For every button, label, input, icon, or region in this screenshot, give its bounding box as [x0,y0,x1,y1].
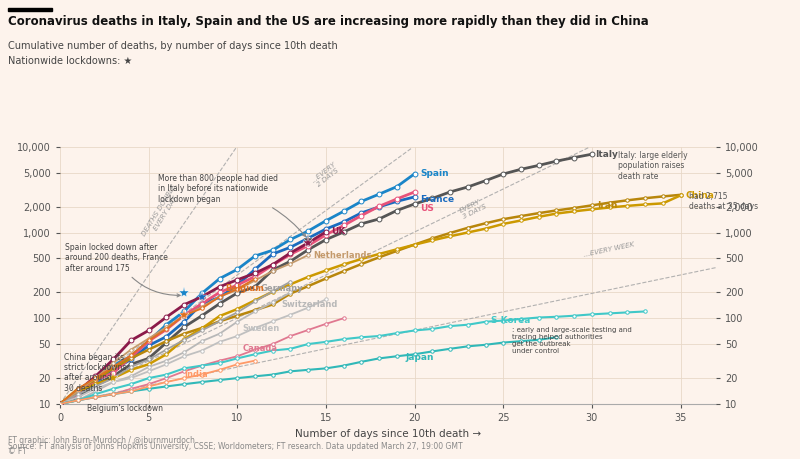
Text: Nationwide lockdowns: ★: Nationwide lockdowns: ★ [8,56,132,66]
Text: FT graphic: John Burn-Murdoch / @jburnmurdoch: FT graphic: John Burn-Murdoch / @jburnmu… [8,436,195,445]
Text: France: France [420,195,454,204]
Text: EVERY
3 DAYS: EVERY 3 DAYS [459,197,488,220]
X-axis label: Number of days since 10th death →: Number of days since 10th death → [295,429,481,438]
Text: S Korea: S Korea [491,316,530,325]
Text: More than 800 people had died
in Italy before its nationwide
lockdown began: More than 800 people had died in Italy b… [158,174,306,236]
Text: China: China [686,191,714,200]
Text: Sweden: Sweden [242,325,280,333]
Text: Italy: large elderly
population raises
death rate: Italy: large elderly population raises d… [618,151,688,180]
Text: Italy: Italy [595,150,618,159]
Text: ...EVERY
2 DAYS: ...EVERY 2 DAYS [310,161,342,189]
Text: had 2,715
deaths at 35 days: had 2,715 deaths at 35 days [690,192,758,211]
Text: Belgium's lockdown: Belgium's lockdown [86,404,162,413]
Text: Coronavirus deaths in Italy, Spain and the US are increasing more rapidly than t: Coronavirus deaths in Italy, Spain and t… [8,15,649,28]
Text: : early and large-scale testing and
tracing helped authorities
get the outbreak
: : early and large-scale testing and trac… [512,326,632,353]
Text: US: US [420,204,434,213]
Text: Iran: Iran [598,201,618,210]
Text: DEATHS DOUBLE,
EVERY DAY: DEATHS DOUBLE, EVERY DAY [141,182,185,241]
Text: UK: UK [331,227,346,236]
Text: Netherlands: Netherlands [314,251,372,260]
Text: ...EVERY WEEK: ...EVERY WEEK [583,242,635,258]
Text: China began its
strict lockdowns
after around
30 deaths: China began its strict lockdowns after a… [63,353,126,393]
Text: Switzerland: Switzerland [282,300,338,309]
Text: Source: FT analysis of Johns Hopkins University, CSSE; Worldometers; FT research: Source: FT analysis of Johns Hopkins Uni… [8,442,462,451]
Text: Japan: Japan [406,353,434,362]
Text: Spain: Spain [420,169,449,178]
Text: Belgium: Belgium [225,285,264,293]
Text: Germany: Germany [260,284,303,292]
Text: Canada: Canada [242,344,278,353]
Text: Cumulative number of deaths, by number of days since 10th death: Cumulative number of deaths, by number o… [8,41,338,51]
Text: India: India [184,370,208,379]
Text: © FT: © FT [8,447,26,456]
Text: Spain locked down after
around 200 deaths, France
after around 175: Spain locked down after around 200 death… [66,243,180,297]
